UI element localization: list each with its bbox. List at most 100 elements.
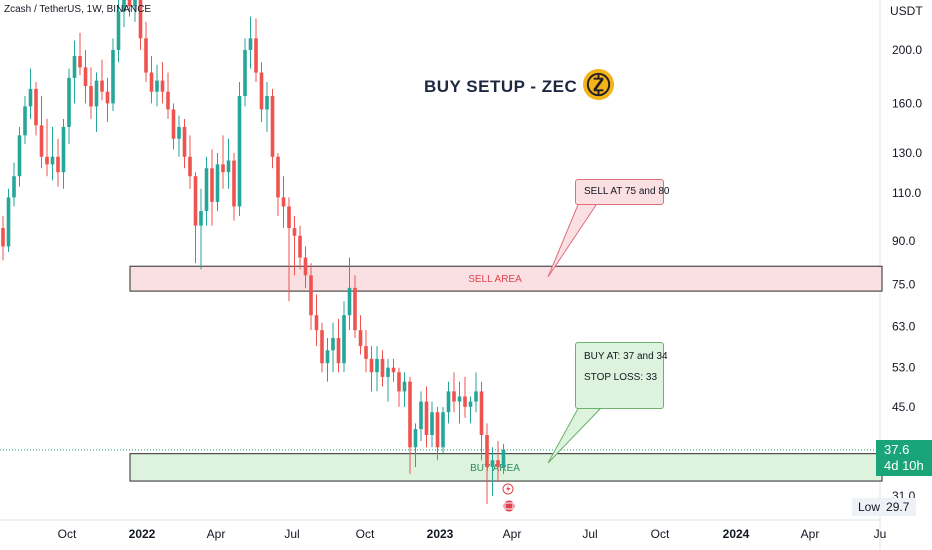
y-tick-label: 75.0 [892,278,916,292]
low-price-label: Low 29.7 [852,498,916,516]
candle-up [237,96,242,207]
candle-up [72,56,77,78]
candle-down [276,156,280,198]
candle-down [127,0,132,7]
y-tick-label: 90.0 [892,234,916,248]
x-tick-label: 2024 [723,527,750,541]
candle-down [397,372,401,392]
candle-down [292,228,297,236]
candle-down [353,287,357,331]
bar-countdown: 4d 10h [884,458,924,473]
x-tick-label: Apr [503,527,522,541]
candle-up [501,449,506,467]
x-tick-label: Oct [58,527,77,541]
y-tick-label: 63.0 [892,319,916,333]
candle-down [166,91,170,110]
candle-down [309,275,313,316]
buy-zone-label: BUY AREA [470,463,520,474]
buy-callout-stop: STOP LOSS: 33 [584,372,658,383]
candle-up [375,358,379,373]
candle-up [226,160,231,173]
chart-title: BUY SETUP - ZEC [424,77,578,96]
candle-up [419,401,423,430]
candle-down [45,156,49,165]
candle-down [89,86,93,107]
candle-down [496,460,500,467]
x-tick-label: 2022 [129,527,156,541]
candle-down [193,176,198,226]
y-tick-label: 110.0 [892,186,921,200]
sell-callout-pointer [547,199,597,278]
candle-up [61,126,66,173]
candle-up [111,50,115,104]
sell-callout-text: SELL AT 75 and 80 [584,186,670,197]
candle-up [116,11,121,50]
candle-down [1,228,5,247]
x-tick-label: Jul [284,527,299,541]
candle-up [490,460,495,467]
candle-down [259,72,264,110]
candle-up [6,197,11,247]
buy-callout-entry: BUY AT: 37 and 34 [584,351,668,362]
candle-down [78,56,82,68]
buy-callout[interactable]: BUY AT: 37 and 34 STOP LOSS: 33 [575,342,668,409]
candle-up [402,381,407,392]
candle-up [347,287,352,316]
x-tick-label: Ju [874,527,887,541]
candle-up [94,80,99,107]
low-label-text: Low [858,500,881,514]
candle-down [56,156,60,173]
event-flash-glyph [506,485,511,493]
y-tick-label: 160.0 [892,96,922,110]
candle-down [452,391,456,402]
candle-up [133,0,137,7]
sell-callout[interactable]: SELL AT 75 and 80 [575,179,669,205]
candle-up [430,412,434,436]
x-tick-label: Apr [207,527,226,541]
candle-up [23,106,27,136]
candle-down [320,330,324,364]
x-tick-label: Jul [582,527,597,541]
candle-down [188,156,192,177]
candle-down [270,96,275,157]
candle-down [182,126,187,157]
candle-down [39,125,44,157]
candle-down [210,168,214,202]
candle-up [248,38,253,50]
candle-up [474,391,478,402]
symbol-title: Zcash / TetherUS, 1W, BINANCE [4,4,152,15]
candle-up [17,135,22,177]
candle-down [336,338,341,364]
candle-up [386,367,390,377]
candle-up [325,350,330,364]
candle-down [171,109,176,139]
event-flag-glyph [504,502,514,510]
candle-up [342,315,346,364]
candle-down [149,72,154,92]
y-tick-label: 200.0 [892,43,922,57]
candle-down [364,346,368,359]
candle-up [12,176,16,198]
candle-up [243,50,247,97]
current-price-value: 37.6 [884,442,910,457]
candle-down [408,381,412,448]
candle-up [177,126,181,139]
candle-down [221,164,225,173]
candle-down [138,0,143,39]
candle-down [485,435,489,467]
candle-up [67,77,71,127]
candle-down [314,315,319,331]
current-price-label: 37.6 4d 10h [876,440,932,476]
candle-down [287,206,291,229]
candle-down [232,160,236,207]
candle-up [331,338,335,351]
candle-down [380,358,385,377]
low-label-value: 29.7 [886,500,910,514]
y-tick-label: 130.0 [892,146,922,160]
candle-down [479,391,484,436]
y-tick-label: 45.0 [892,400,916,414]
candle-down [358,330,363,347]
x-tick-label: Oct [651,527,670,541]
